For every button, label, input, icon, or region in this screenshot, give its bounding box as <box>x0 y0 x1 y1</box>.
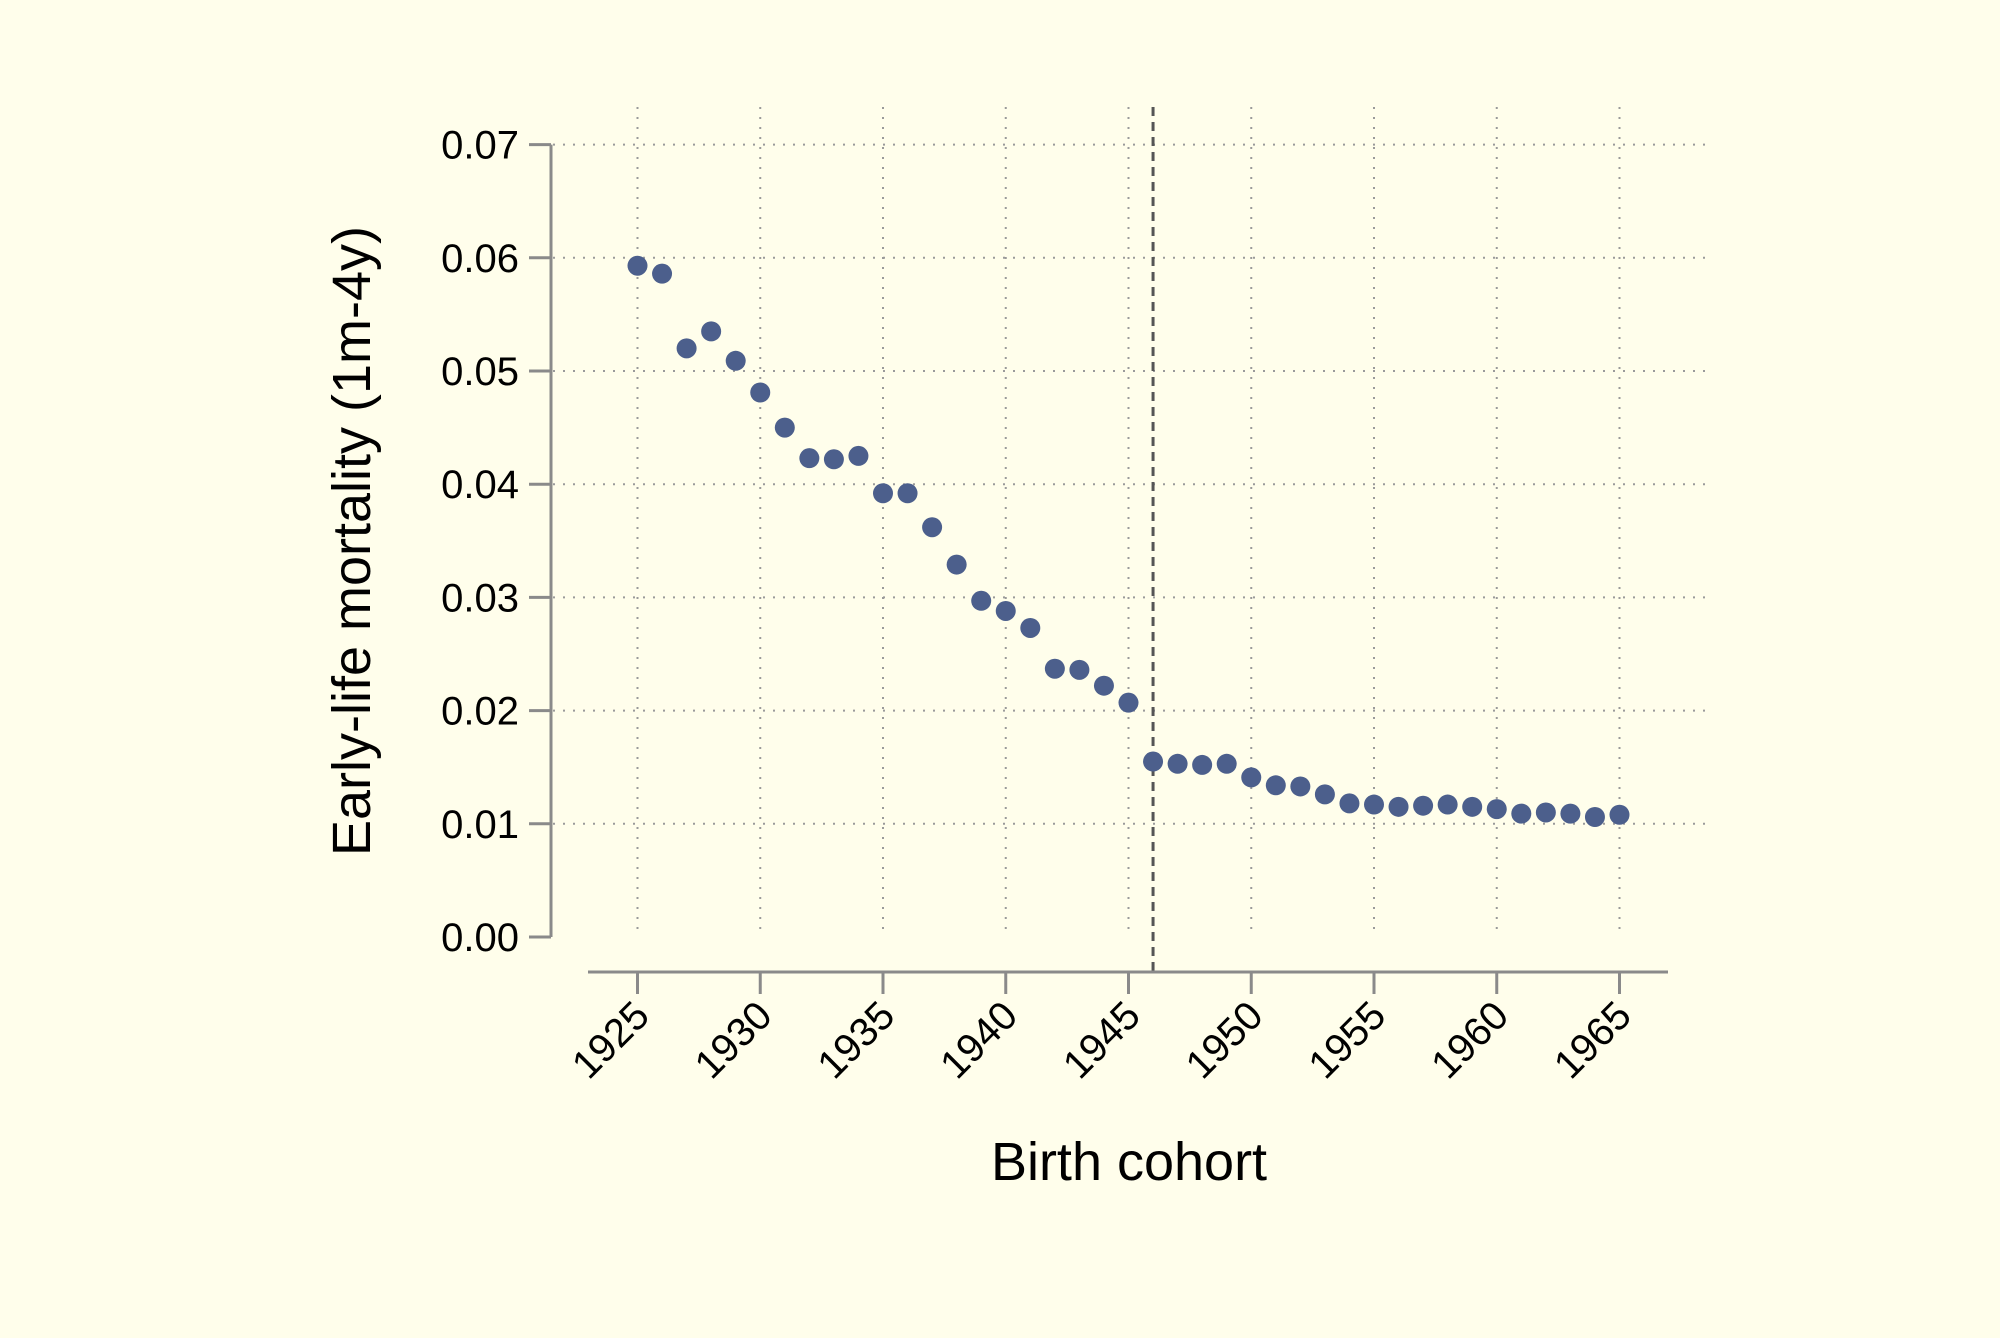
y-tick-label: 0.03 <box>441 576 519 620</box>
data-point <box>1044 658 1065 679</box>
data-point <box>971 590 992 611</box>
data-point <box>873 483 893 504</box>
y-tick-label: 0.02 <box>441 690 519 734</box>
axes <box>529 143 1668 994</box>
data-point <box>1413 795 1434 816</box>
data-point <box>1020 617 1041 638</box>
data-point <box>627 255 648 276</box>
data-point <box>1290 776 1311 797</box>
data-point <box>995 600 1016 621</box>
y-tick-label: 0.00 <box>441 916 519 960</box>
data-point <box>1265 775 1286 796</box>
data-point <box>1560 803 1581 824</box>
data-point <box>1364 794 1384 815</box>
data-point <box>1535 802 1556 823</box>
data-point <box>1216 753 1237 774</box>
y-tick-label: 0.05 <box>441 350 519 394</box>
y-tick-label: 0.07 <box>441 124 519 168</box>
data-point <box>1388 796 1409 817</box>
data-point <box>946 554 967 575</box>
data-point <box>823 449 844 470</box>
data-point <box>848 445 869 466</box>
data-point <box>701 321 722 342</box>
data-point <box>1241 767 1262 788</box>
data-point <box>652 263 673 284</box>
data-point <box>1609 804 1630 825</box>
data-point <box>1192 754 1213 775</box>
y-tick-label: 0.04 <box>441 463 519 507</box>
data-point <box>676 338 697 359</box>
data-point <box>1511 803 1532 824</box>
x-axis-title: Birth cohort <box>991 1132 1267 1192</box>
data-point <box>750 382 771 403</box>
data-point <box>1486 799 1507 820</box>
data-point <box>1143 751 1164 772</box>
data-point <box>1118 692 1139 713</box>
data-points <box>627 255 1630 828</box>
data-point <box>1437 794 1458 815</box>
data-point <box>1462 796 1483 817</box>
data-point <box>1584 807 1605 828</box>
data-point <box>774 417 795 438</box>
data-point <box>1314 784 1335 805</box>
data-point <box>1093 675 1114 696</box>
data-point <box>897 483 918 504</box>
data-point <box>922 517 943 538</box>
data-point <box>725 350 746 371</box>
y-tick-label: 0.01 <box>441 803 519 847</box>
data-point <box>799 448 820 469</box>
y-tick-label: 0.06 <box>441 237 519 281</box>
y-axis-title: Early-life mortality (1m-4y) <box>322 226 382 856</box>
data-point <box>1339 793 1360 814</box>
data-point <box>1167 753 1188 774</box>
data-point <box>1069 659 1090 680</box>
